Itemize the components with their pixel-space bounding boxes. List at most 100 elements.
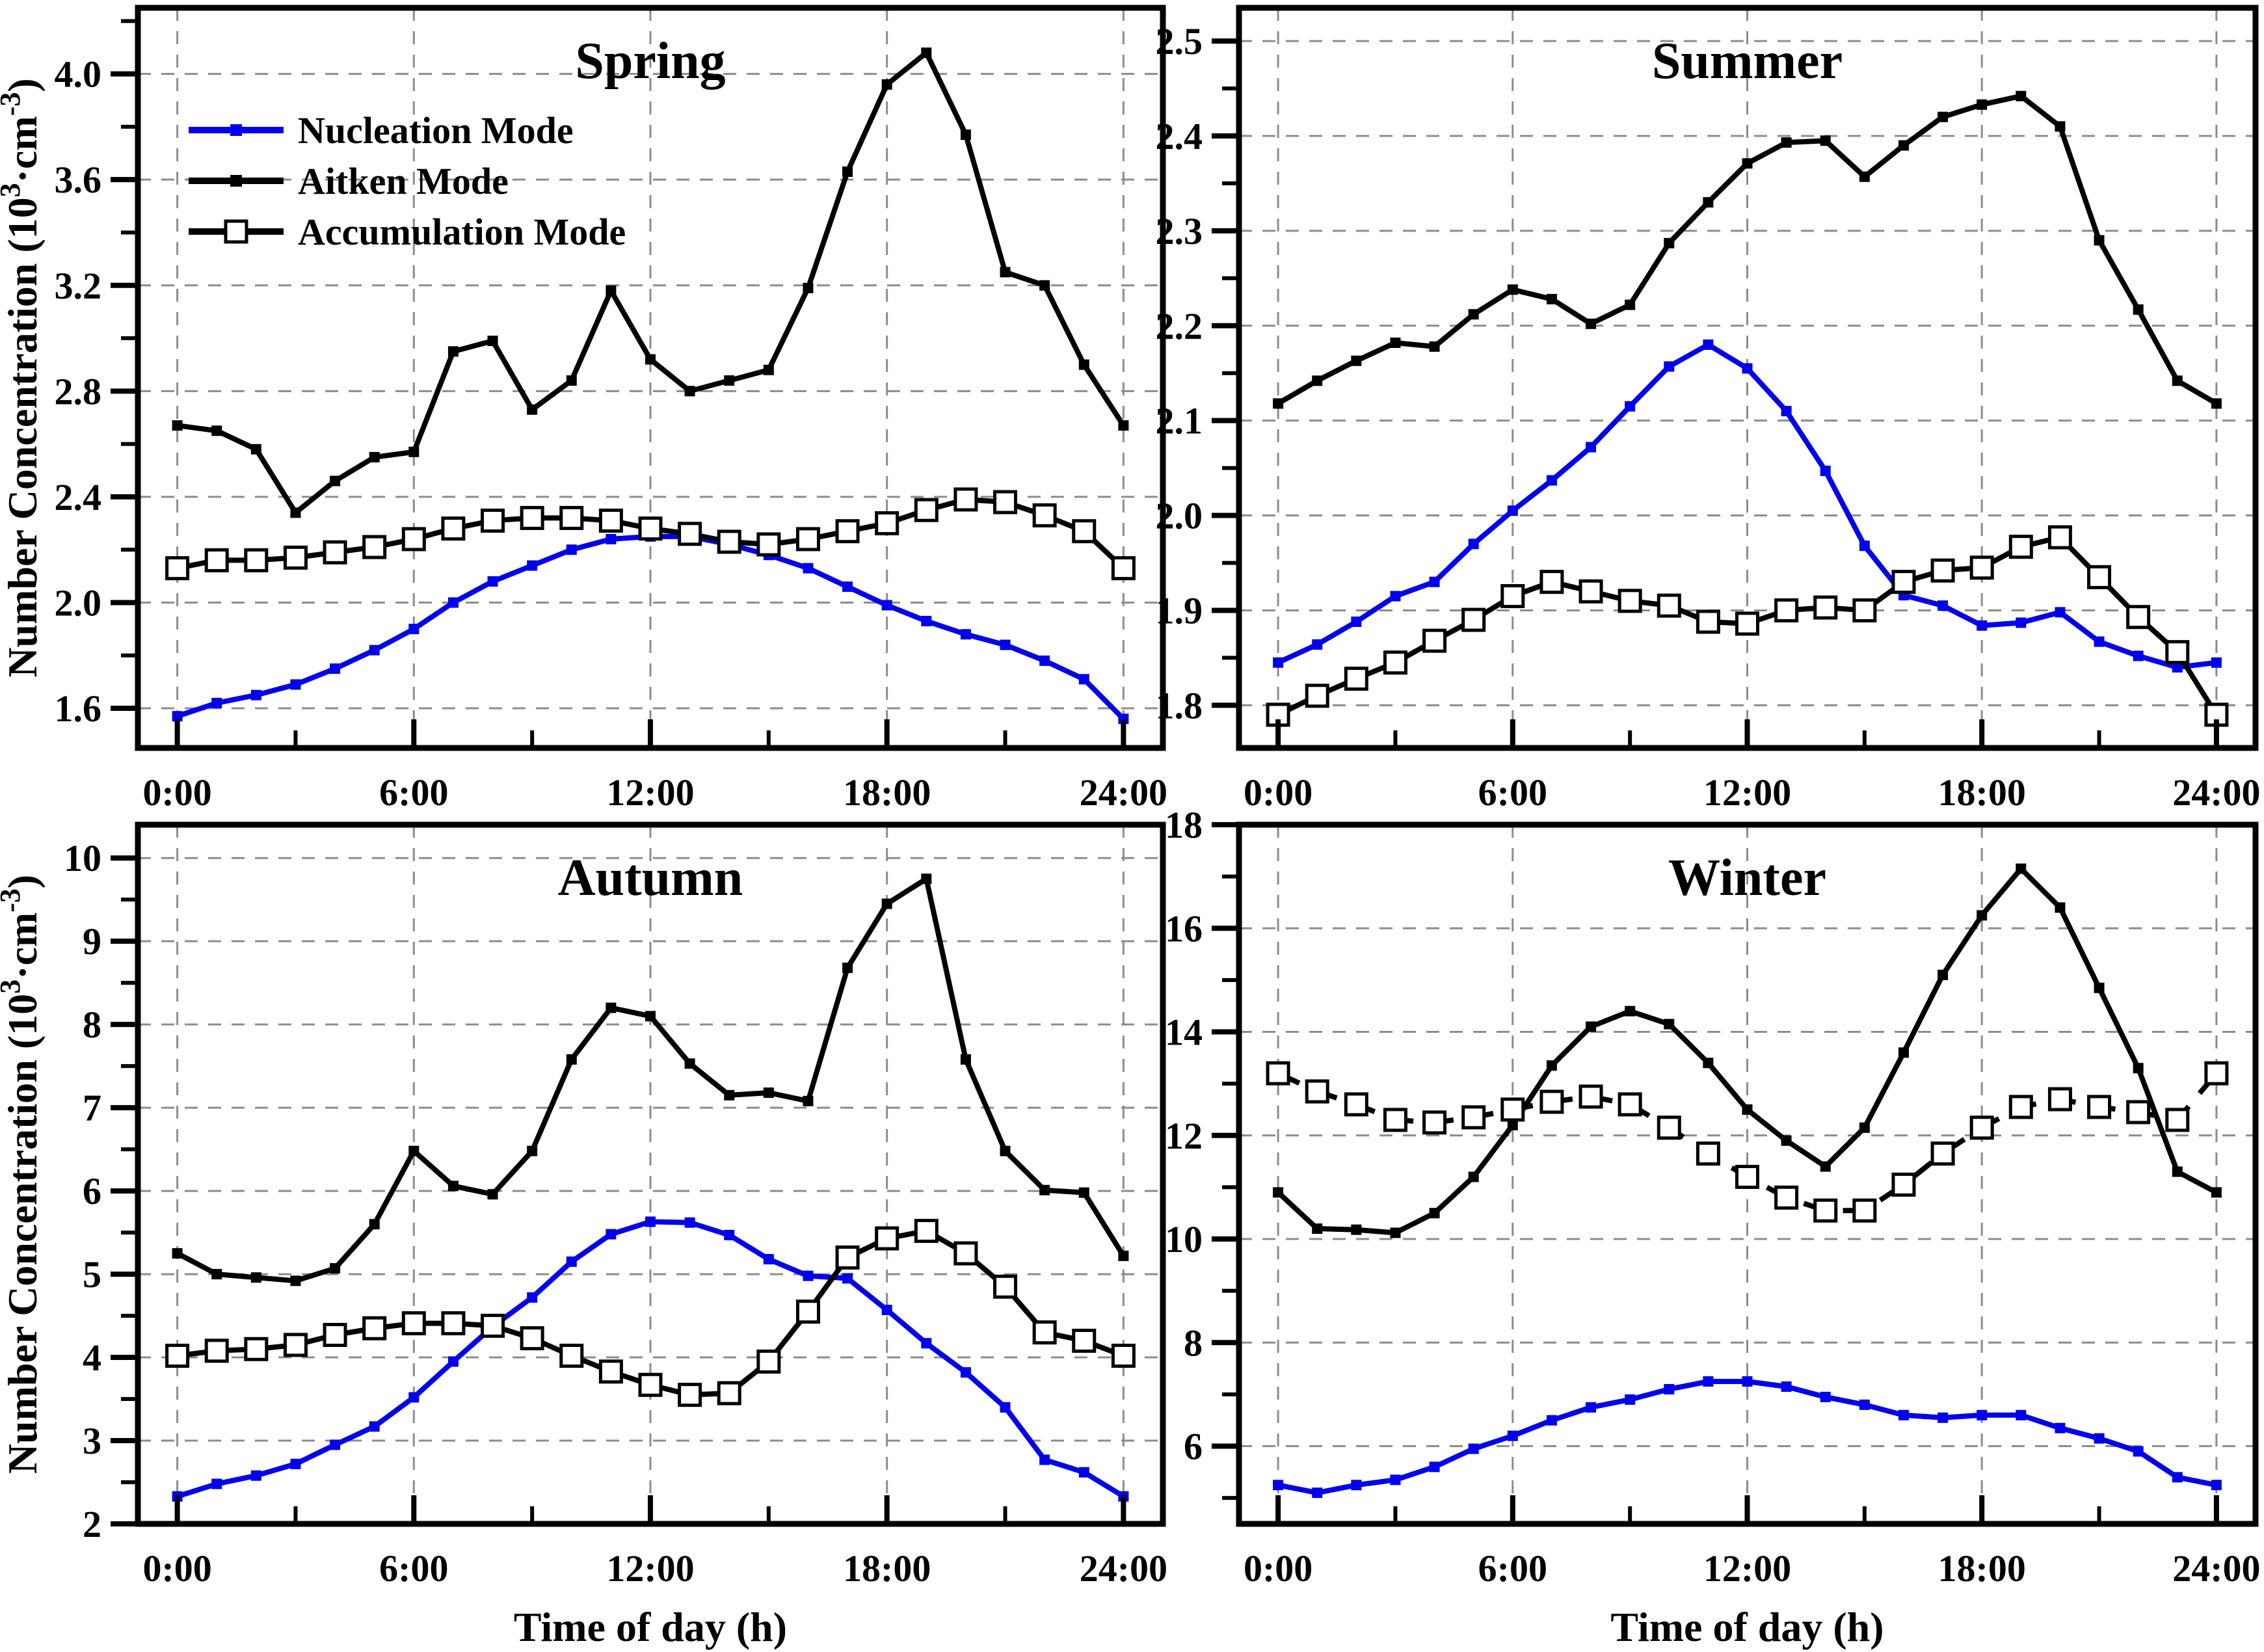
filled-square-marker [1546,1060,1557,1071]
series-accumulation-mode [1266,1061,2229,1223]
filled-square-marker [921,47,932,59]
filled-square-marker [842,581,853,593]
open-square-marker [1891,570,1916,594]
open-square-marker [1618,589,1642,613]
filled-square-marker [566,1054,577,1065]
legend-item-aitken-mode: Aitken Mode [189,160,509,202]
filled-square-marker [1078,674,1089,685]
filled-square-marker [1429,576,1440,587]
filled-square-marker [2133,304,2144,315]
filled-square-marker [527,560,538,571]
filled-square-marker [1429,341,1440,352]
series-aitken-mode [1273,863,2222,1238]
open-square-marker [1774,598,1799,622]
filled-square-marker [921,615,932,626]
open-square-marker [244,1337,269,1361]
filled-square-marker [1000,267,1011,278]
y-tick-label: 2.0 [1156,495,1203,537]
x-tick-label: 6:00 [1478,1547,1547,1590]
filled-square-marker [2055,902,2066,913]
series-accumulation-mode [165,1219,1136,1407]
filled-square-marker [1703,1058,1714,1069]
open-square-marker [835,519,860,544]
filled-square-marker [881,1305,892,1316]
open-square-marker [1969,1115,1994,1140]
filled-square-marker [1742,363,1753,374]
open-square-marker [1852,598,1877,622]
axis-ticks [111,855,1126,1526]
open-square-marker [283,545,308,570]
filled-square-marker [1586,1402,1597,1413]
filled-square-marker [2211,1480,2222,1491]
filled-square-marker [1507,284,1518,295]
y-tick-label: 10 [1165,1218,1203,1260]
filled-square-marker [1820,135,1831,146]
filled-square-marker [447,346,459,357]
filled-square-marker [803,1270,814,1281]
filled-square-marker [290,507,301,518]
filled-square-marker [1546,1415,1557,1426]
filled-square-marker [645,1011,656,1022]
y-tick-label: 6 [1184,1426,1203,1468]
tick-labels: 0:00 6:00 12:00 18:00 24:00 2 3 4 5 6 7 8 9 10 [64,837,1167,1590]
open-square-marker [520,505,544,530]
open-square-marker [1735,611,1759,636]
x-tick-label: 18:00 [1938,1547,2026,1590]
open-square-marker [795,1299,820,1324]
open-square-marker [2047,525,2072,550]
filled-square-marker [1312,375,1323,386]
y-tick-label: 3.6 [55,159,102,201]
filled-square-marker [2172,1166,2183,1177]
panel-title: Spring [575,33,725,90]
filled-square-marker [1938,1412,1949,1423]
open-square-marker [244,548,269,572]
filled-square-marker [606,1229,617,1240]
filled-square-marker [211,1478,222,1489]
filled-square-marker [1390,1474,1401,1485]
filled-square-marker [1000,639,1011,650]
filled-square-marker [447,597,459,608]
filled-square-marker [2133,650,2144,661]
open-square-marker [1111,1343,1136,1368]
filled-square-marker [1703,1376,1714,1387]
filled-square-marker [369,645,380,656]
panel-title: Summer [1652,33,1843,90]
open-square-marker [1930,1141,1955,1166]
series-aitken-mode [172,873,1129,1286]
series-nucleation-mode [172,1216,1129,1502]
y-tick-label: 5 [83,1253,101,1296]
filled-square-marker [1312,639,1323,650]
filled-square-marker [2172,375,2183,386]
y-tick-label: 6 [83,1170,101,1212]
open-square-marker [756,532,781,557]
filled-square-marker [803,282,814,293]
filled-square-marker [1781,1135,1792,1146]
axis-ticks [1212,822,2219,1524]
y-tick-label: 2.0 [55,581,102,624]
x-tick-label: 18:00 [1938,771,2026,814]
filled-square-marker [1351,1480,1362,1491]
open-square-marker [1657,1115,1681,1140]
open-square-marker [362,1316,387,1340]
filled-square-marker [2055,607,2066,618]
open-square-marker [1696,609,1720,634]
filled-square-marker [330,663,341,674]
filled-square-marker [1351,355,1362,366]
x-tick-label: 6:00 [1478,771,1547,814]
open-square-marker [2126,605,2151,630]
filled-square-marker [645,1216,656,1227]
open-square-marker [1539,570,1564,594]
filled-square-marker [487,336,498,347]
filled-square-marker [763,1254,774,1265]
open-square-marker [1618,1092,1642,1117]
filled-square-marker [1664,1019,1675,1030]
open-square-marker [1461,1105,1486,1130]
filled-square-marker [960,1054,971,1065]
panel-autumn: 0:00 6:00 12:00 18:00 24:00 2 3 4 5 6 7 8 9 10 Autumn [64,821,1167,1590]
filled-square-marker [1312,1487,1323,1499]
open-square-marker [638,516,663,541]
open-square-marker [1383,1108,1407,1132]
filled-square-marker [1273,1187,1284,1198]
x-tick-label: 12:00 [606,771,694,814]
open-square-marker [914,498,939,522]
